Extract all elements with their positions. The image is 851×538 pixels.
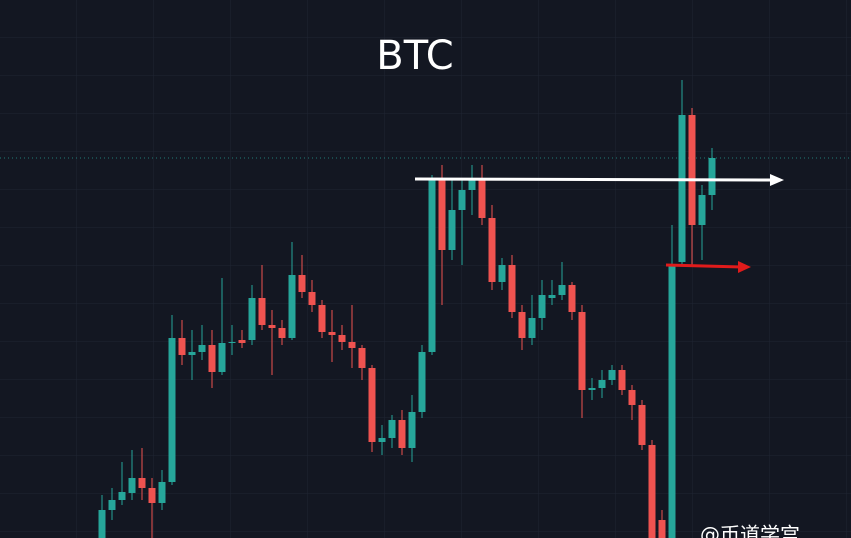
candle-body	[438, 180, 446, 250]
candle-body	[638, 405, 646, 445]
candle-body	[698, 195, 706, 225]
candle-body	[238, 340, 246, 343]
candle-body	[708, 158, 716, 195]
red-arrowhead	[738, 261, 751, 273]
candle-body	[668, 265, 676, 538]
candle-body	[98, 510, 106, 538]
candle-body	[368, 368, 376, 442]
red-arrow	[665, 263, 743, 269]
candle-body	[488, 218, 496, 282]
candle-body	[248, 298, 256, 340]
candle-body	[338, 335, 346, 342]
candle-body	[268, 325, 276, 328]
candle-body	[168, 338, 176, 482]
candle-body	[448, 210, 456, 250]
candle-body	[408, 412, 416, 448]
candle-body	[148, 488, 156, 503]
candle-body	[508, 265, 516, 312]
candle-body	[528, 318, 536, 338]
candle-body	[608, 370, 616, 380]
candle-body	[378, 438, 386, 442]
candle-body	[678, 115, 686, 262]
candle-body	[568, 285, 576, 312]
candle-body	[418, 352, 426, 412]
candle-body	[138, 478, 146, 488]
candle-body	[388, 420, 396, 438]
candles	[98, 80, 716, 538]
candle-body	[208, 345, 216, 372]
candle-body	[518, 312, 526, 338]
white-arrow	[414, 177, 776, 182]
candle-body	[358, 348, 366, 368]
candle-body	[618, 370, 626, 390]
candle-body	[198, 345, 206, 352]
candle-body	[288, 275, 296, 338]
white-arrowhead	[770, 174, 784, 186]
candle-body	[128, 478, 136, 493]
candle-body	[468, 178, 476, 190]
candle-body	[428, 180, 436, 352]
candle-body	[348, 342, 356, 348]
candle-body	[308, 292, 316, 305]
candle-body	[628, 390, 636, 405]
candle-body	[158, 482, 166, 503]
candle-body	[538, 295, 546, 318]
watermark: @币道学宫	[700, 523, 800, 538]
candle-body	[108, 500, 116, 510]
candle-body	[688, 115, 696, 225]
candle-body	[658, 520, 666, 538]
candle-body	[118, 492, 126, 500]
candle-body	[258, 298, 266, 325]
candle-body	[178, 338, 186, 355]
chart-title: BTC	[376, 33, 453, 79]
candle-body	[188, 352, 196, 355]
candle-body	[398, 420, 406, 448]
candle-body	[318, 305, 326, 332]
candle-body	[548, 295, 556, 298]
candle-body	[278, 328, 286, 338]
candle-body	[328, 332, 336, 335]
candle-body	[578, 312, 586, 390]
candle-body	[298, 275, 306, 292]
candle-body	[588, 388, 596, 390]
candle-body	[558, 285, 566, 295]
candle-body	[228, 342, 236, 343]
candle-body	[598, 380, 606, 388]
candle-body	[478, 178, 486, 218]
candle-body	[498, 265, 506, 282]
candle-body	[458, 190, 466, 210]
candle-body	[648, 445, 656, 538]
candle-body	[218, 343, 226, 372]
